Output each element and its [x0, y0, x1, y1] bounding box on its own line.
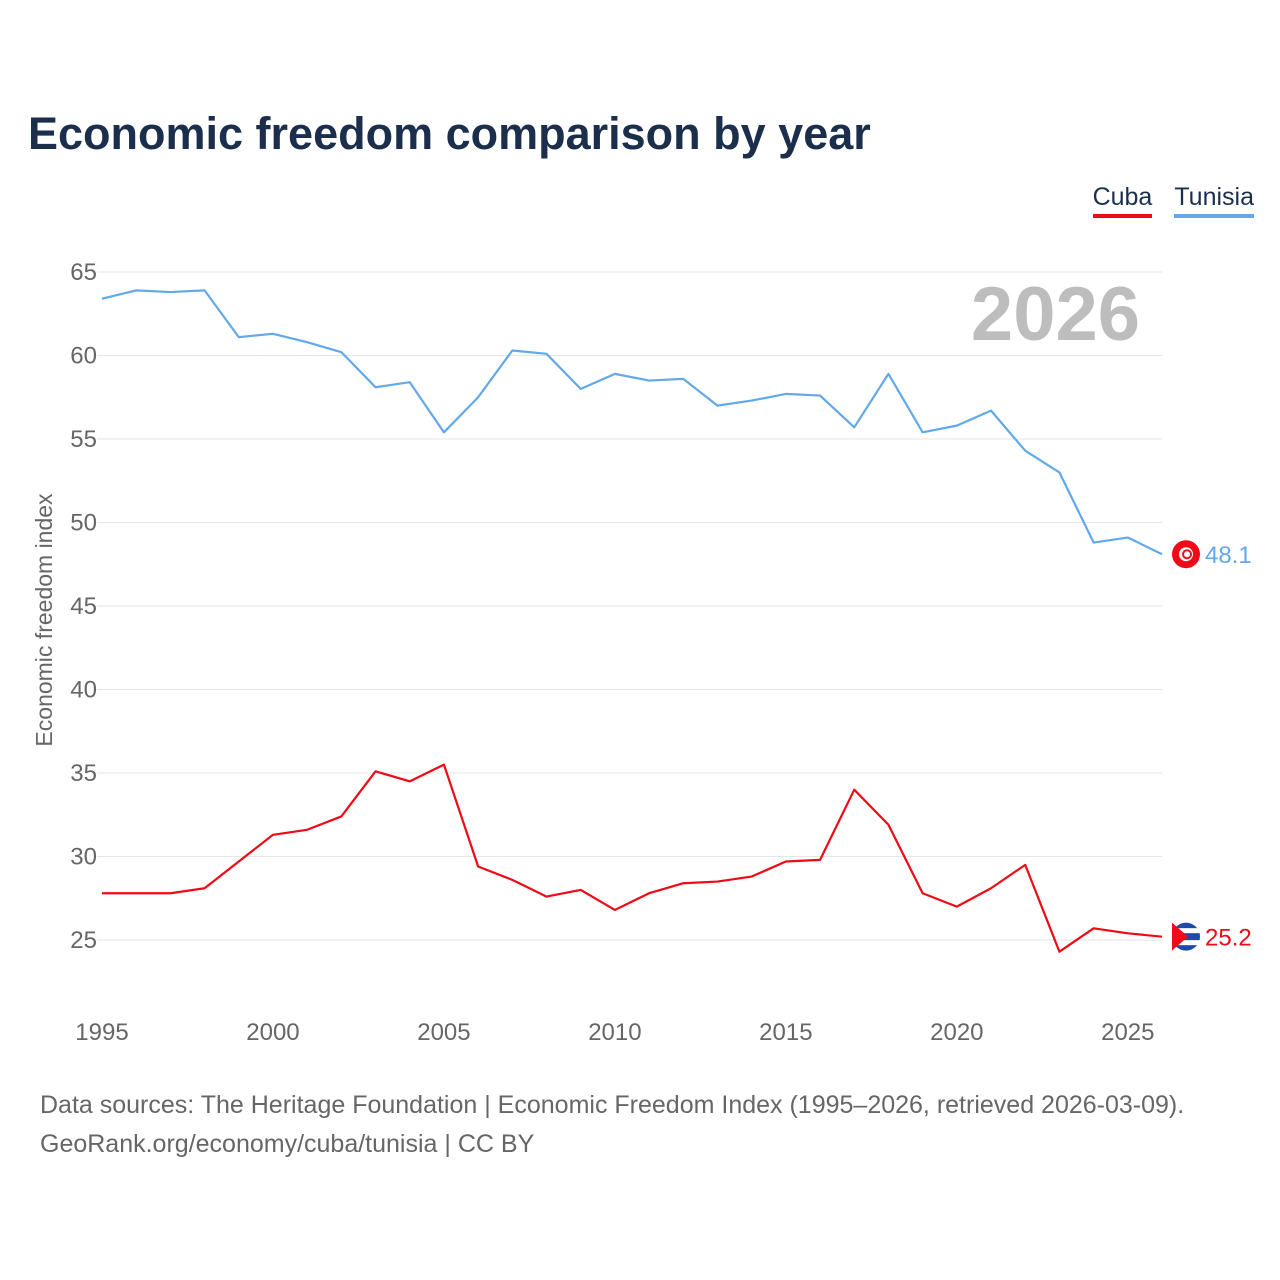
y-tick-label: 65 — [70, 259, 97, 286]
y-tick-label: 55 — [70, 426, 97, 453]
end-value-label-tunisia: 48.1 — [1205, 542, 1252, 569]
x-tick-label: 1995 — [75, 1019, 128, 1046]
y-tick-label: 25 — [70, 927, 97, 954]
y-tick-label: 60 — [70, 343, 97, 370]
year-watermark: 2026 — [971, 272, 1140, 357]
flag-triangle — [1172, 922, 1188, 951]
end-value-label-cuba: 25.2 — [1205, 925, 1252, 952]
y-tick-label: 50 — [70, 510, 97, 537]
legend: Cuba Tunisia — [1092, 183, 1254, 218]
y-tick-label: 30 — [70, 844, 97, 871]
y-tick-label: 35 — [70, 760, 97, 787]
x-tick-label: 2020 — [930, 1019, 983, 1046]
y-tick-label: 40 — [70, 677, 97, 704]
chart-title: Economic freedom comparison by year — [28, 108, 871, 159]
x-tick-label: 2010 — [588, 1019, 641, 1046]
series-line-tunisia — [101, 289, 1163, 556]
x-tick-label: 2015 — [759, 1019, 812, 1046]
x-tick-label: 2005 — [417, 1019, 470, 1046]
y-tick-label: 45 — [70, 593, 97, 620]
flag-stripe — [1172, 928, 1200, 934]
x-tick-label: 2000 — [246, 1019, 299, 1046]
license-text: GeoRank.org/economy/cuba/tunisia | CC BY — [40, 1130, 535, 1158]
legend-item-cuba[interactable]: Cuba — [1092, 183, 1153, 218]
footer: Data sources: The Heritage Foundation | … — [40, 1086, 1184, 1164]
source-text: Data sources: The Heritage Foundation | … — [40, 1091, 1185, 1119]
x-tick-label: 2025 — [1101, 1019, 1154, 1046]
y-axis-label: Economic freedom index — [31, 493, 57, 747]
flag-crescent — [1182, 549, 1192, 560]
series-line-cuba — [102, 763, 1163, 953]
flag-stripe — [1172, 940, 1200, 946]
legend-item-tunisia[interactable]: Tunisia — [1174, 183, 1254, 218]
